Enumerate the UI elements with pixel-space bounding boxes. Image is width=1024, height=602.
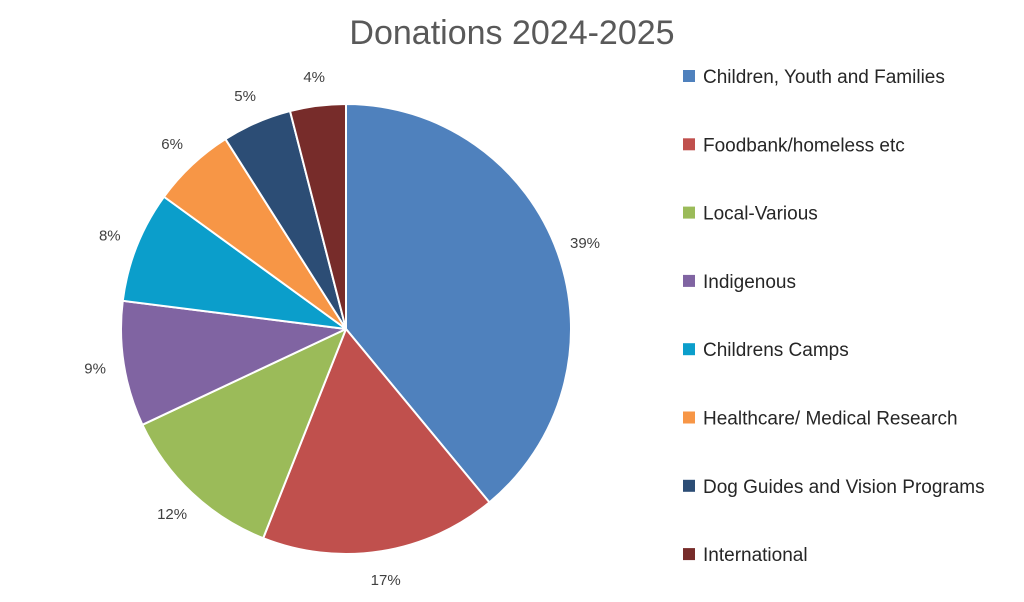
legend-label: International <box>703 545 808 566</box>
data-label-local-various: 12% <box>157 506 187 523</box>
legend-label: Childrens Camps <box>703 340 849 361</box>
legend-label: Dog Guides and Vision Programs <box>703 477 985 498</box>
legend-item-children-youth-and-families: Children, Youth and Families <box>683 67 945 88</box>
data-label-dog-guides-and-vision-programs: 5% <box>234 88 256 105</box>
legend-swatch <box>683 206 695 219</box>
data-label-healthcare-medical-research: 6% <box>161 136 183 153</box>
legend-item-foodbank-homeless-etc: Foodbank/homeless etc <box>683 135 905 156</box>
legend-item-healthcare-medical-research: Healthcare/ Medical Research <box>683 409 958 430</box>
data-label-international: 4% <box>303 69 325 86</box>
legend-label: Healthcare/ Medical Research <box>703 409 958 430</box>
legend-swatch <box>683 70 695 82</box>
pie-slice-international <box>289 103 347 330</box>
legend-swatch <box>683 274 695 287</box>
pie-slice-indigenous <box>120 299 347 426</box>
pie-slice-childrens-camps <box>121 195 347 330</box>
data-label-childrens-camps: 8% <box>99 228 121 245</box>
legend-swatch <box>683 343 695 356</box>
legend-item-indigenous: Indigenous <box>683 272 796 293</box>
data-label-indigenous: 9% <box>84 361 106 378</box>
pie-slice-children-youth-and-families <box>345 103 572 504</box>
legend-item-dog-guides-and-vision-programs: Dog Guides and Vision Programs <box>683 477 985 498</box>
legend-label: Local-Various <box>703 204 818 225</box>
legend-swatch <box>683 138 695 151</box>
pie-slice-foodbank-homeless-etc <box>262 328 491 556</box>
legend-label: Indigenous <box>703 272 796 293</box>
legend-swatch <box>683 548 695 561</box>
legend-swatch <box>683 411 695 424</box>
legend-item-local-various: Local-Various <box>683 204 818 225</box>
legend-label: Children, Youth and Families <box>703 67 945 88</box>
pie-slice-local-various <box>141 328 347 540</box>
legend: Children, Youth and Families Foodbank/hom… <box>683 67 985 566</box>
legend-swatch <box>683 479 695 492</box>
data-label-children-youth-and-families: 39% <box>570 235 600 252</box>
legend-label: Foodbank/homeless etc <box>703 135 905 156</box>
chart-title: Donations 2024-2025 <box>349 14 674 52</box>
slice-labels: 39% 17% 12% 9% 8% 6% 5% 4% <box>84 69 600 589</box>
pie-slices <box>120 103 572 556</box>
data-label-foodbank-homeless-etc: 17% <box>371 572 401 589</box>
legend-item-international: International <box>683 545 808 566</box>
legend-item-childrens-camps: Childrens Camps <box>683 340 849 361</box>
